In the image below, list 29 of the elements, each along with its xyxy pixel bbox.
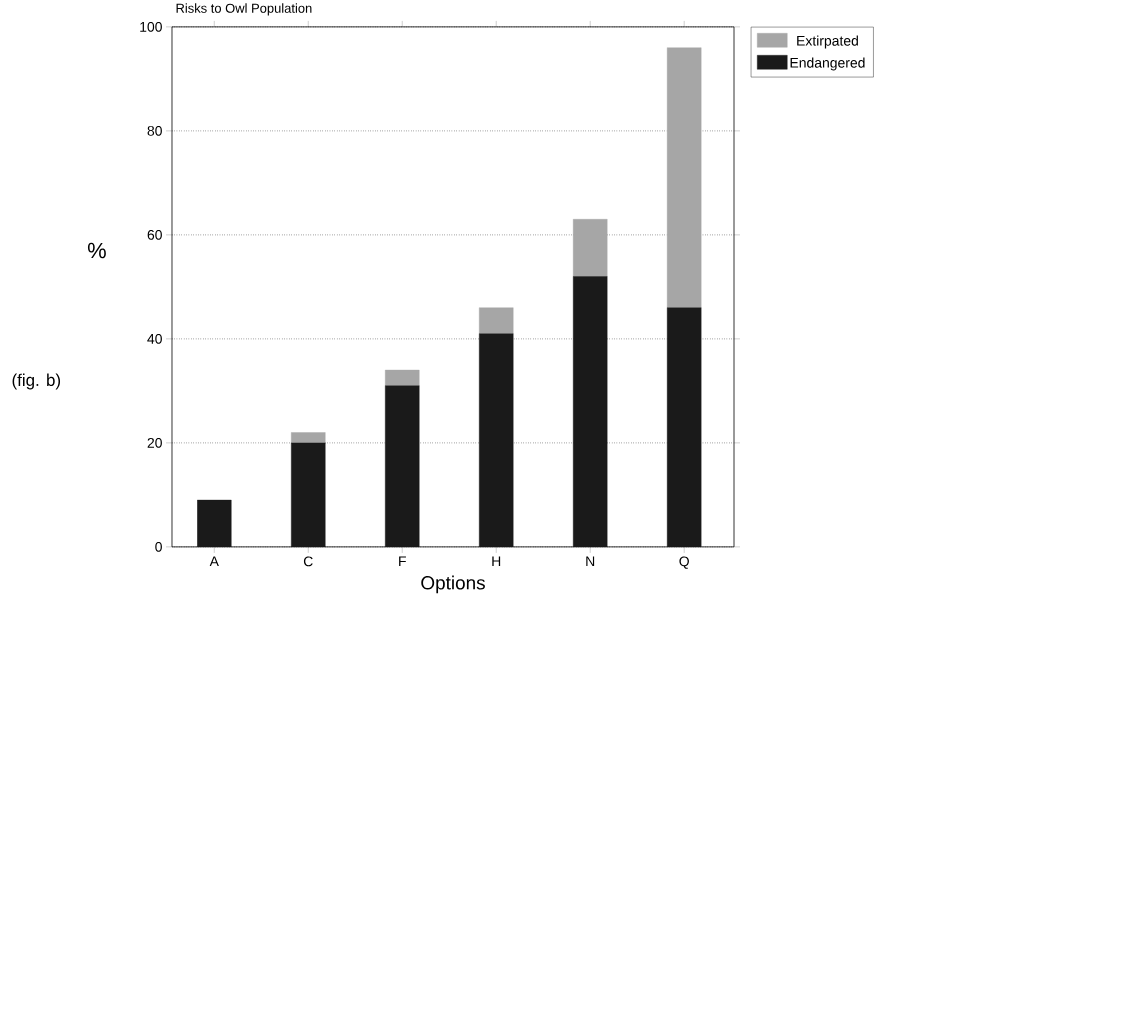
text: (fig. b) <box>12 373 61 390</box>
bar <box>385 385 420 547</box>
x-tick-label: A <box>209 556 219 566</box>
bar <box>666 47 702 308</box>
y-tick-label: 100 <box>140 21 162 32</box>
bar <box>291 432 326 444</box>
x-tick-label: N <box>586 556 595 566</box>
bar <box>573 276 608 547</box>
bar <box>197 499 232 547</box>
bar <box>291 442 326 547</box>
x-tick-label: Q <box>679 556 689 569</box>
bar <box>573 219 608 277</box>
x-axis-title: Options <box>421 575 485 594</box>
x-tick-label: C <box>303 556 313 567</box>
legend-label: Extirpated <box>797 35 858 49</box>
x-tick-label: F <box>399 556 406 566</box>
y-tick-label: 0 <box>155 541 162 552</box>
y-tick-label: 20 <box>147 437 162 448</box>
legend-label: Endangered <box>790 57 865 71</box>
y-axis-title: % <box>87 242 106 259</box>
y-tick-label: 60 <box>147 229 162 240</box>
bar <box>479 307 514 334</box>
x-tick-label: H <box>492 556 501 566</box>
y-tick-label: 40 <box>147 333 162 344</box>
bar <box>479 333 514 547</box>
bar <box>666 307 702 547</box>
y-tick-label: 80 <box>147 125 162 136</box>
chart-title: Risks to Owl Population <box>176 3 312 16</box>
bar <box>385 369 420 386</box>
